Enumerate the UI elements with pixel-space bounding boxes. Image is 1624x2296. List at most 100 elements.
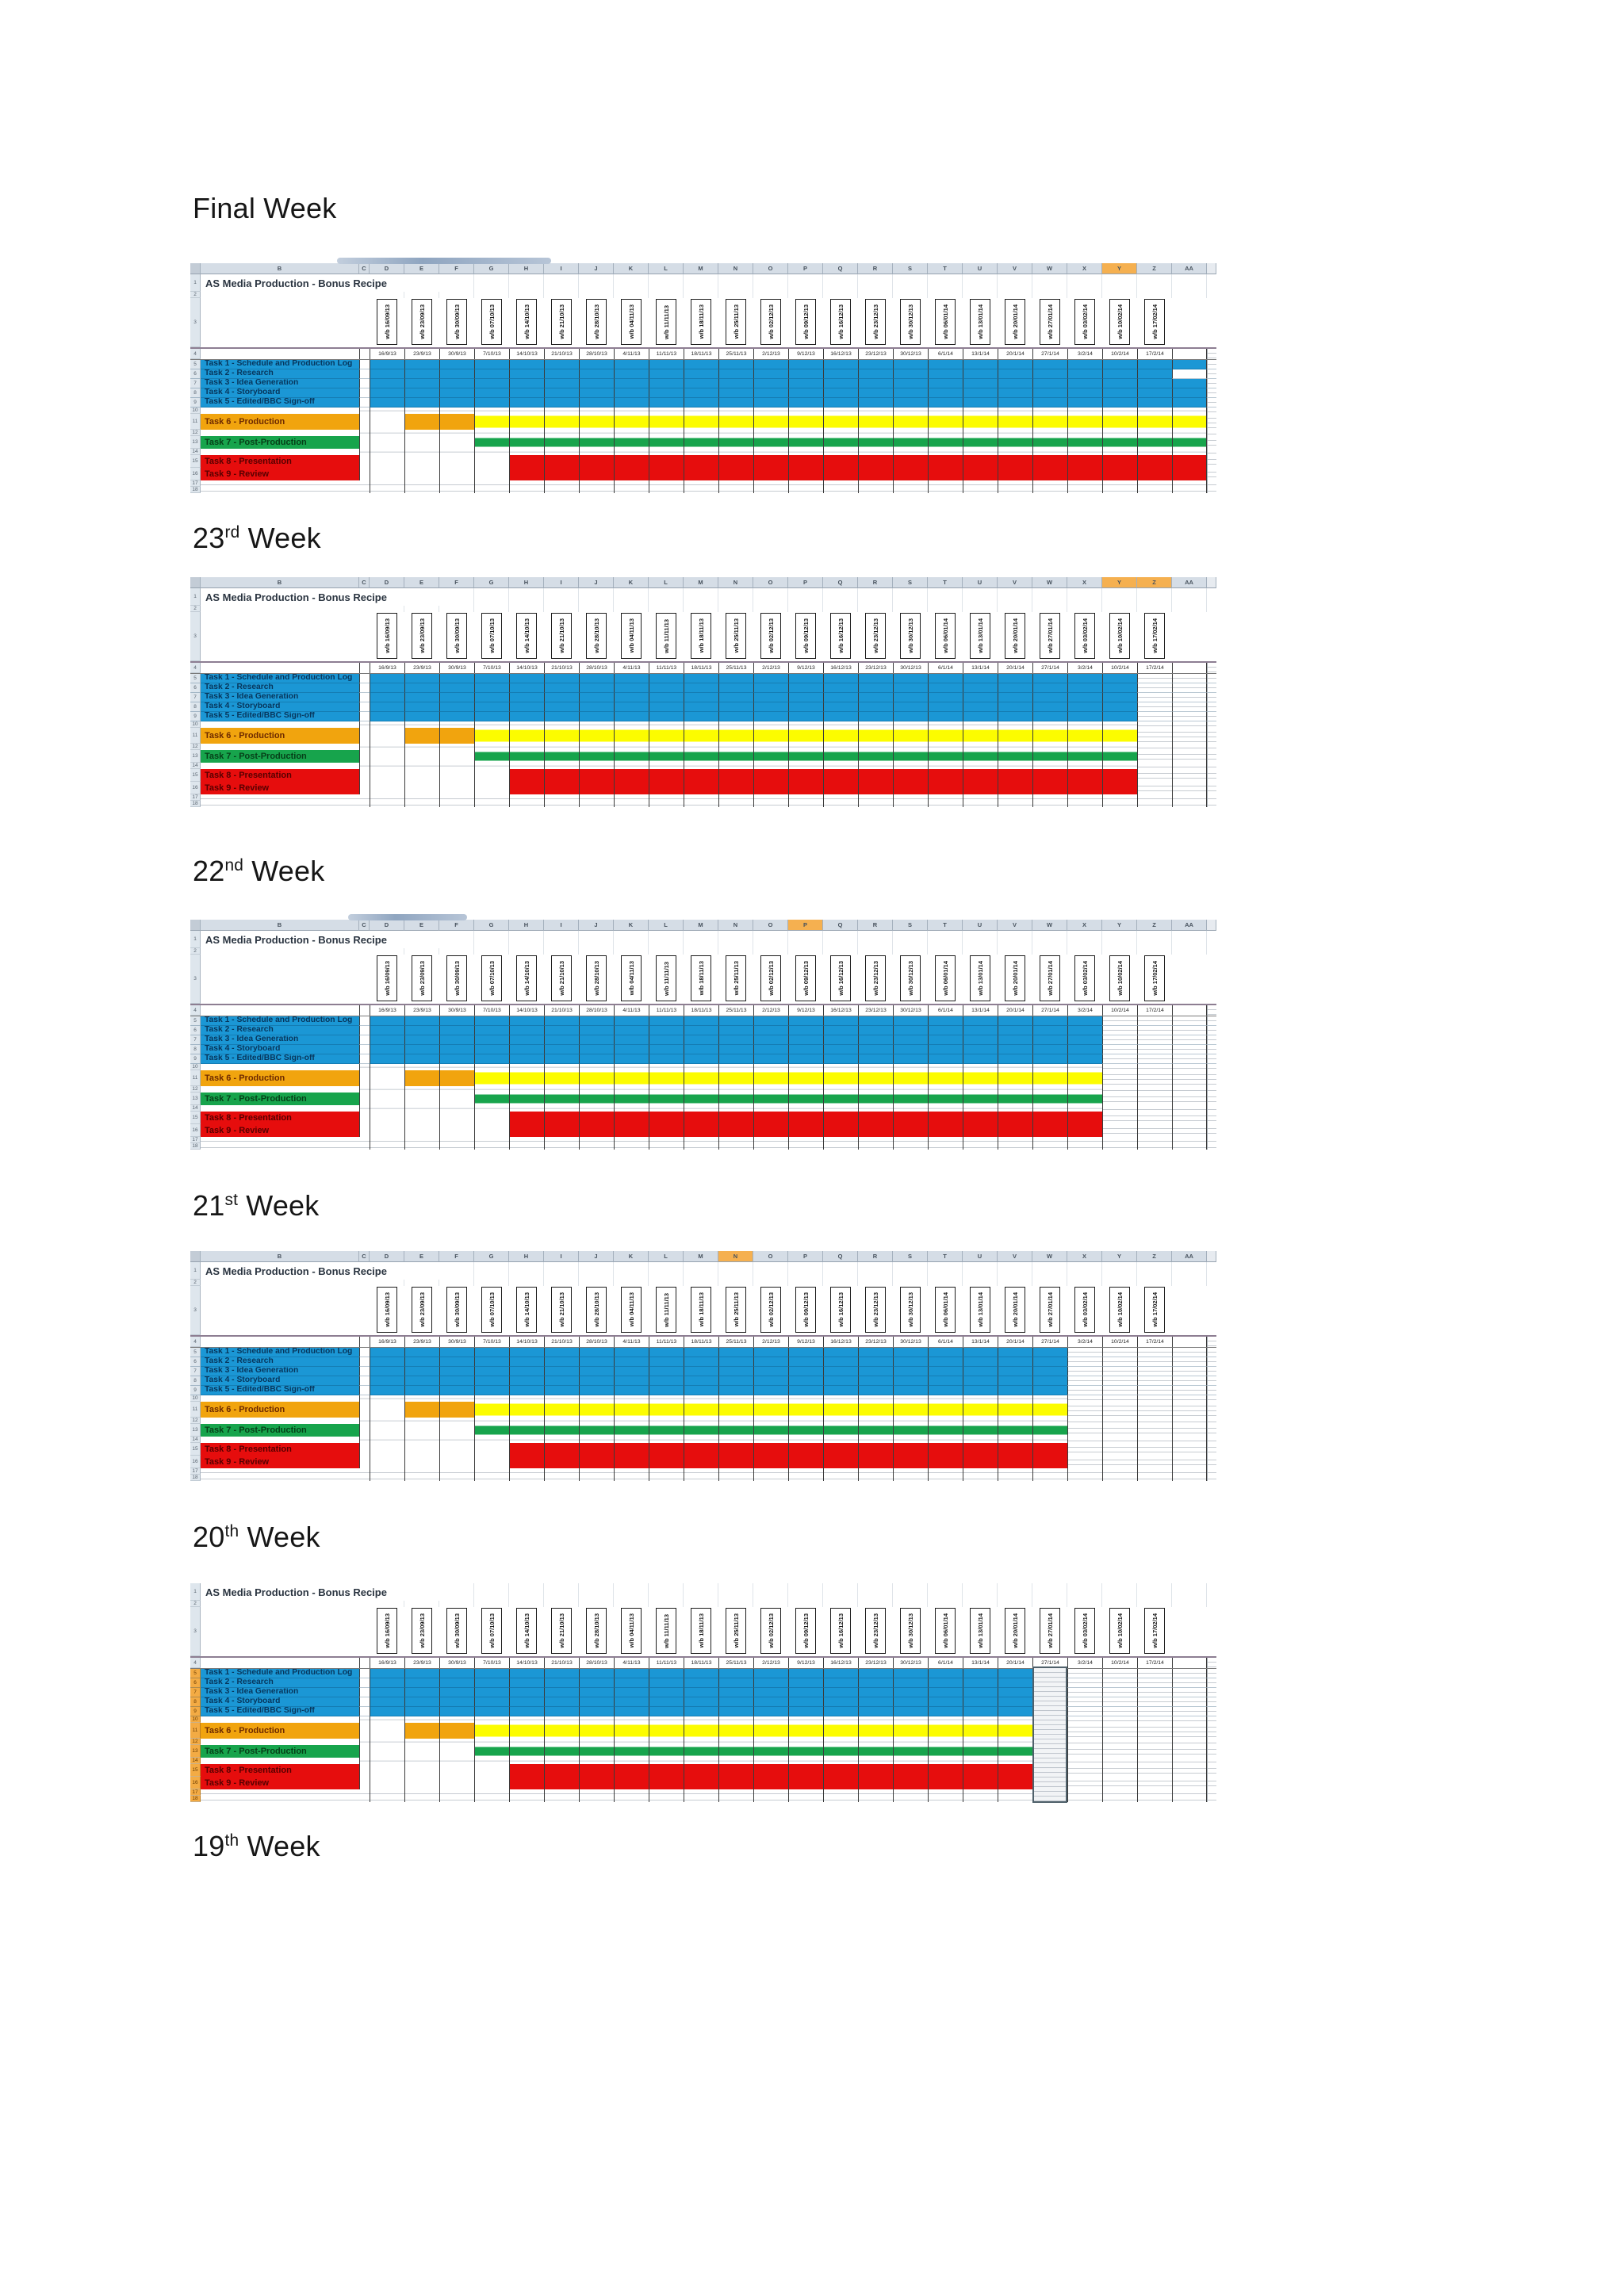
gantt-bar-cell bbox=[963, 379, 998, 388]
gantt-cell bbox=[579, 1789, 614, 1796]
week-header-cell: w/b 13/01/14 bbox=[963, 612, 998, 661]
gantt-cell bbox=[579, 606, 614, 612]
gantt-bar-cell bbox=[753, 1124, 788, 1137]
gantt-bar-cell bbox=[1032, 750, 1067, 763]
gantt-bar-cell bbox=[439, 1376, 474, 1386]
gantt-cell bbox=[1067, 1437, 1102, 1443]
gantt-cell bbox=[1137, 1583, 1172, 1601]
gantt-bar-cell bbox=[718, 728, 753, 744]
gantt-cell bbox=[649, 1796, 684, 1802]
gantt-cell bbox=[753, 1137, 788, 1143]
week-header-cell: w/b 30/12/13 bbox=[893, 1607, 928, 1656]
week-header-label: w/b 16/12/13 bbox=[837, 1613, 845, 1648]
gantt-cell bbox=[858, 721, 893, 728]
date-cell: 11/11/13 bbox=[649, 349, 684, 359]
column-letter: J bbox=[579, 1251, 614, 1262]
week-header-box: w/b 04/11/13 bbox=[621, 299, 642, 345]
gantt-cell bbox=[1207, 744, 1216, 750]
gantt-cell bbox=[684, 1583, 718, 1601]
week-header-cell: w/b 13/01/14 bbox=[963, 955, 998, 1004]
gantt-cell bbox=[963, 430, 998, 436]
gantt-bar-cell bbox=[753, 1376, 788, 1386]
gantt-cell bbox=[893, 948, 928, 955]
gantt-bar-cell bbox=[544, 1707, 579, 1716]
gantt-cell bbox=[1102, 606, 1137, 612]
gantt-bar-cell bbox=[684, 369, 718, 379]
gantt-bar-cell bbox=[614, 1070, 649, 1086]
gantt-bar-cell bbox=[823, 782, 858, 794]
gantt-bar-cell bbox=[404, 1035, 439, 1045]
gantt-bar-cell bbox=[823, 369, 858, 379]
week-header-box: w/b 30/09/13 bbox=[446, 1608, 467, 1654]
row-number: 1 bbox=[190, 1262, 201, 1280]
gantt-bar-cell bbox=[928, 369, 963, 379]
gantt-bar-cell bbox=[370, 414, 404, 430]
gantt-bar-cell bbox=[1032, 1045, 1067, 1054]
gantt-bar-cell bbox=[753, 1402, 788, 1418]
gantt-bar-cell bbox=[858, 1669, 893, 1678]
gantt-cell bbox=[201, 298, 359, 347]
gantt-cell bbox=[544, 487, 579, 493]
gantt-cell bbox=[544, 480, 579, 487]
gantt-cell bbox=[1137, 1105, 1172, 1112]
chart-row-letters: B C D E F G H I J K L M N O P Q R S T U V W X Y Z AA bbox=[190, 577, 1216, 588]
gantt-bar-cell bbox=[474, 1443, 509, 1456]
gantt-cell bbox=[1207, 683, 1216, 693]
gantt-cell bbox=[359, 349, 370, 359]
gantt-cell bbox=[474, 274, 509, 292]
week-header-label: w/b 10/02/14 bbox=[1116, 1292, 1124, 1327]
gantt-cell bbox=[998, 744, 1032, 750]
row-number: 4 bbox=[190, 1337, 201, 1347]
gantt-cell bbox=[684, 721, 718, 728]
week-header-cell: w/b 25/11/13 bbox=[718, 1607, 753, 1656]
gantt-cell bbox=[858, 1796, 893, 1802]
gantt-bar-cell bbox=[753, 379, 788, 388]
gantt-bar-cell bbox=[544, 1367, 579, 1376]
gantt-bar-cell bbox=[684, 1045, 718, 1054]
gantt-bar-cell bbox=[370, 1745, 404, 1758]
gantt-cell bbox=[823, 1105, 858, 1112]
gantt-bar-cell bbox=[370, 728, 404, 744]
gantt-cell bbox=[359, 1437, 370, 1443]
week-header-cell: w/b 23/12/13 bbox=[858, 955, 893, 1004]
gantt-cell bbox=[788, 1475, 823, 1481]
gantt-bar-cell bbox=[893, 1367, 928, 1376]
gantt-bar-cell bbox=[963, 1777, 998, 1789]
chart-row-thin: 2 bbox=[190, 1280, 1216, 1286]
gantt-cell bbox=[1172, 1658, 1207, 1668]
task-label: Task 6 - Production bbox=[201, 1070, 359, 1086]
gantt-bar-cell bbox=[1172, 1070, 1207, 1086]
gantt-cell bbox=[1207, 1758, 1216, 1764]
gantt-bar-cell bbox=[684, 693, 718, 702]
gantt-bar-cell bbox=[649, 436, 684, 449]
gantt-bar-cell bbox=[370, 674, 404, 683]
gantt-cell bbox=[614, 1418, 649, 1424]
gantt-cell bbox=[718, 794, 753, 801]
week-header-cell: w/b 17/02/14 bbox=[1137, 612, 1172, 661]
chart-row-letters: B C D E F G H I J K L M N O P Q R S T U V W X Y Z AA bbox=[190, 263, 1216, 274]
gantt-bar-cell bbox=[1137, 750, 1172, 763]
gantt-bar-cell bbox=[439, 360, 474, 369]
date-cell: 25/11/13 bbox=[718, 349, 753, 359]
gantt-bar-cell bbox=[718, 1386, 753, 1395]
column-letter: V bbox=[998, 1251, 1032, 1262]
week-header-cell: w/b 06/01/14 bbox=[928, 1286, 963, 1335]
gantt-bar-cell bbox=[684, 1376, 718, 1386]
date-cell: 14/10/13 bbox=[509, 1005, 544, 1016]
gantt-cell bbox=[963, 1262, 998, 1280]
gantt-bar-cell bbox=[509, 1456, 544, 1468]
week-header-cell: w/b 14/10/13 bbox=[509, 1286, 544, 1335]
week-header-box: w/b 28/10/13 bbox=[586, 613, 607, 659]
gantt-cell bbox=[893, 408, 928, 414]
week-header-cell: w/b 16/12/13 bbox=[823, 298, 858, 347]
gantt-bar-cell bbox=[509, 369, 544, 379]
week-header-cell: w/b 28/10/13 bbox=[579, 955, 614, 1004]
gantt-cell bbox=[1067, 1716, 1102, 1723]
gantt-bar-cell bbox=[649, 1045, 684, 1054]
gantt-bar-cell bbox=[1172, 1093, 1207, 1105]
gantt-cell bbox=[404, 1796, 439, 1802]
gantt-bar-cell bbox=[579, 750, 614, 763]
gantt-bar-cell bbox=[928, 1016, 963, 1026]
gantt-cell bbox=[509, 1789, 544, 1796]
week-header-box: w/b 16/12/13 bbox=[830, 613, 851, 659]
